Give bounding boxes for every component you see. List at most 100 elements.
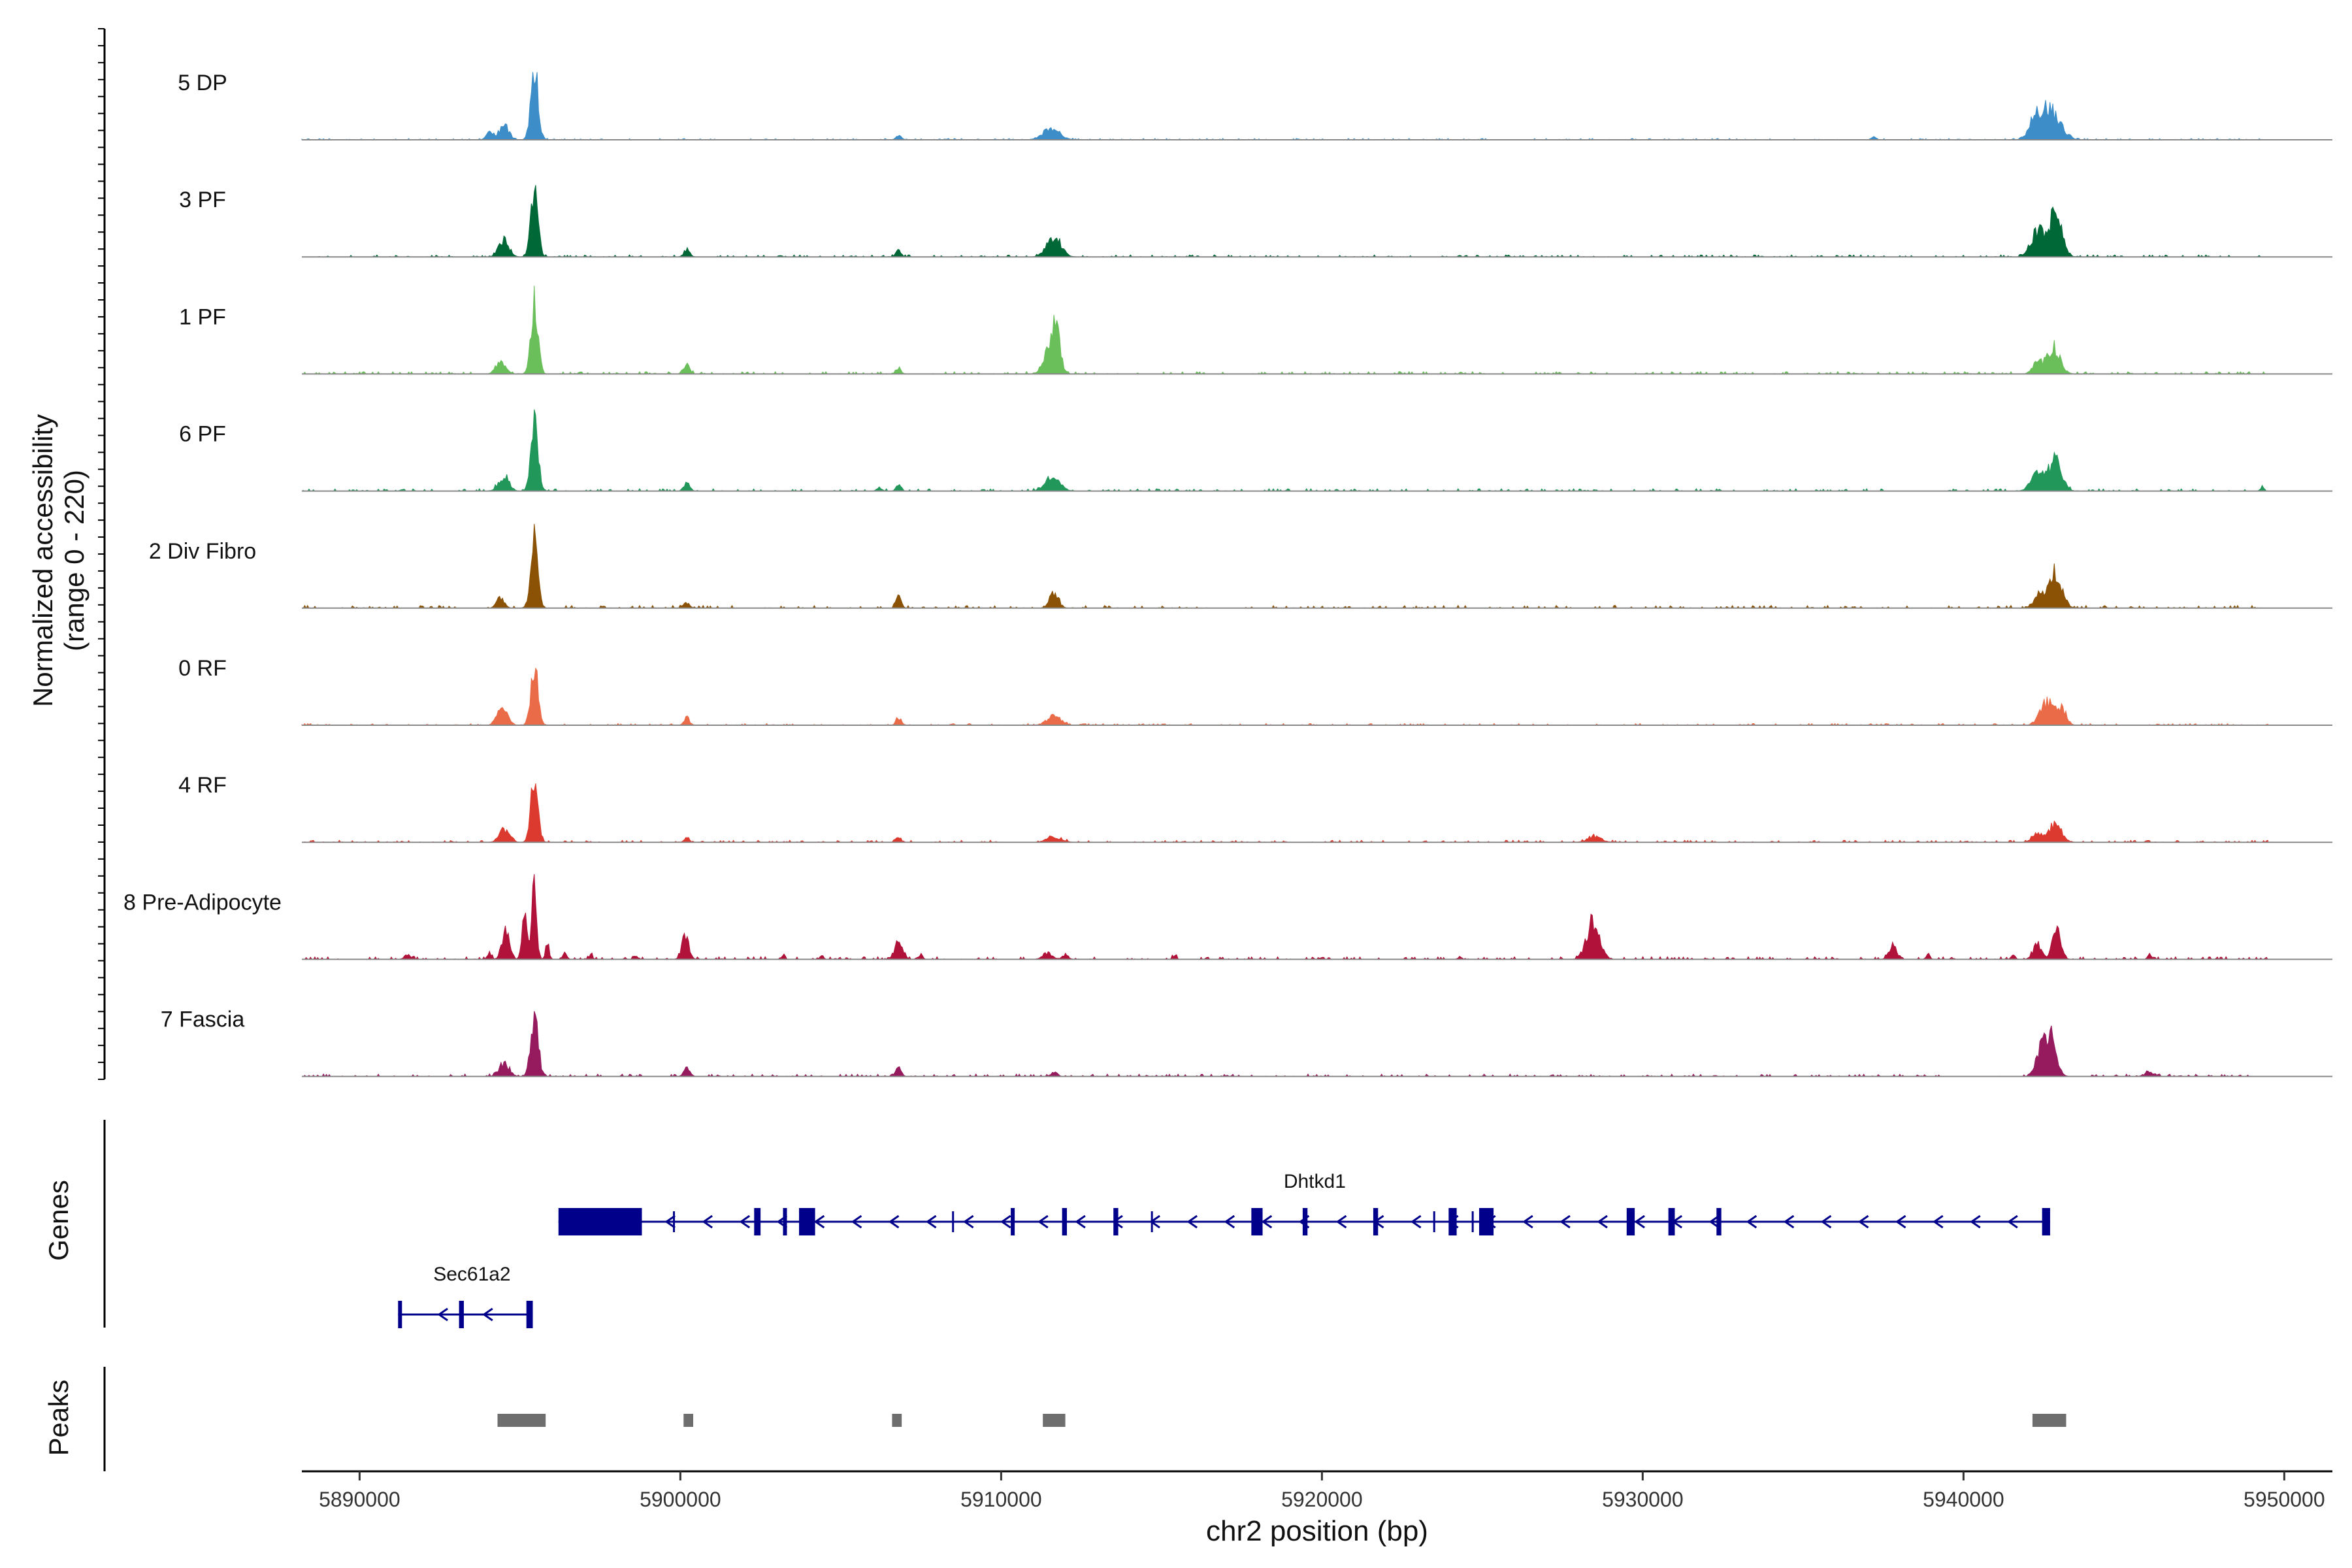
strand-arrow xyxy=(1037,1215,1049,1229)
strand-arrow xyxy=(1895,1215,1906,1229)
strand-arrow xyxy=(1522,1215,1533,1229)
strand-arrow xyxy=(851,1215,862,1229)
y-axis-title-line2: (range 0 - 220) xyxy=(59,470,90,651)
coverage-tracks: 5 DP 3 PF 1 PF 6 PF 2 Div Fibro 0 RF 4 RF 8 Pre… xyxy=(123,71,2332,1077)
y-axis-title-line1: Normalized accessibility xyxy=(27,414,58,707)
coverage-area xyxy=(302,874,2268,960)
strand-arrow xyxy=(1970,1215,1981,1229)
axes-layer: 5890000 5900000 5910000 5920000 5930000 59400… xyxy=(98,28,2332,1511)
strand-arrow xyxy=(1224,1215,1235,1229)
gene-exon xyxy=(1302,1208,1308,1235)
track-6-pf: 6 PF xyxy=(179,409,2332,492)
strand-arrow xyxy=(1261,1215,1273,1229)
track-label: 0 RF xyxy=(178,656,227,681)
gene-name-label: Sec61a2 xyxy=(433,1264,510,1285)
strand-arrow xyxy=(1708,1215,1720,1229)
track-label: 5 DP xyxy=(178,71,227,95)
coverage-area xyxy=(302,286,2268,375)
x-axis-title: chr2 position (bp) xyxy=(1206,1515,1428,1547)
coverage-area xyxy=(302,1011,2268,1077)
strand-arrow xyxy=(1000,1215,1011,1229)
track-2-div-fibro: 2 Div Fibro xyxy=(149,523,2332,609)
track-label: 6 PF xyxy=(179,422,226,447)
x-tick-label: 5950000 xyxy=(2244,1488,2325,1511)
strand-arrow xyxy=(1634,1215,1645,1229)
gene-exon xyxy=(1668,1208,1675,1235)
track-label: 1 PF xyxy=(179,304,226,329)
strand-arrow xyxy=(1560,1215,1571,1229)
track-4-rf: 4 RF xyxy=(178,773,2332,843)
strand-arrow xyxy=(702,1215,713,1229)
coverage-area xyxy=(302,783,2269,843)
track-label: 2 Div Fibro xyxy=(149,539,256,564)
gene-exon xyxy=(754,1208,761,1235)
x-tick-label: 5890000 xyxy=(319,1488,400,1511)
peak-region xyxy=(1043,1414,1066,1427)
gene-dhtkd1: Dhtkd1 xyxy=(558,1171,2050,1235)
strand-arrow xyxy=(813,1215,825,1229)
coverage-area xyxy=(301,72,2268,140)
gene-exon xyxy=(1373,1208,1379,1235)
peaks-track-label: Peaks xyxy=(43,1380,74,1456)
strand-arrow xyxy=(739,1215,751,1229)
gene-sec61a2: Sec61a2 xyxy=(398,1264,533,1328)
coverage-area xyxy=(301,667,2269,726)
gene-utr-block xyxy=(558,1208,642,1235)
gene-name-label: Dhtkd1 xyxy=(1284,1171,1346,1192)
strand-arrow xyxy=(963,1215,974,1229)
strand-arrow xyxy=(1075,1215,1086,1229)
x-tick-label: 5930000 xyxy=(1602,1488,1684,1511)
strand-arrow xyxy=(1820,1215,1832,1229)
track-label: 8 Pre-Adipocyte xyxy=(123,890,282,915)
strand-arrow xyxy=(925,1215,937,1229)
x-tick-label: 5920000 xyxy=(1281,1488,1363,1511)
track-8-pre-adipocyte: 8 Pre-Adipocyte xyxy=(123,874,2332,960)
strand-arrow xyxy=(2007,1215,2018,1229)
strand-arrow xyxy=(1335,1215,1347,1229)
coverage-area xyxy=(301,409,2268,492)
strand-arrow xyxy=(437,1307,448,1322)
strand-arrow xyxy=(1933,1215,1944,1229)
strand-arrow xyxy=(888,1215,900,1229)
strand-arrow xyxy=(482,1307,493,1322)
strand-arrow xyxy=(1597,1215,1608,1229)
genes-track-label: Genes xyxy=(43,1180,74,1261)
strand-arrow xyxy=(1746,1215,1757,1229)
coverage-area xyxy=(302,523,2268,609)
gene-exon xyxy=(1062,1208,1068,1235)
peaks-track xyxy=(497,1414,2066,1427)
gene-exon xyxy=(783,1208,787,1235)
gene-exon xyxy=(1011,1208,1015,1235)
x-tick-label: 5900000 xyxy=(640,1488,721,1511)
gene-exon xyxy=(1251,1208,1263,1235)
track-0-rf: 0 RF xyxy=(178,656,2332,726)
track-3-pf: 3 PF xyxy=(179,185,2332,258)
genes-track: Dhtkd1 Sec61a2 xyxy=(398,1171,2050,1328)
peak-region xyxy=(683,1414,694,1427)
track-label: 3 PF xyxy=(179,188,226,212)
track-label: 7 Fascia xyxy=(161,1007,245,1032)
gene-exon xyxy=(1113,1208,1119,1235)
track-label: 4 RF xyxy=(178,773,227,798)
gene-exon xyxy=(526,1301,533,1328)
track-7-fascia: 7 Fascia xyxy=(161,1007,2332,1077)
track-1-pf: 1 PF xyxy=(179,286,2332,375)
peak-region xyxy=(892,1414,902,1427)
gene-exon xyxy=(1626,1208,1635,1235)
strand-arrow xyxy=(1410,1215,1422,1229)
strand-arrow xyxy=(1857,1215,1869,1229)
gene-exon xyxy=(459,1301,464,1328)
x-tick-label: 5940000 xyxy=(1923,1488,2004,1511)
track-5-dp: 5 DP xyxy=(178,71,2332,140)
strand-arrow xyxy=(1186,1215,1198,1229)
peak-region xyxy=(497,1414,546,1427)
gene-exon xyxy=(1716,1208,1722,1235)
strand-arrow xyxy=(664,1215,676,1229)
gene-exon xyxy=(1478,1208,1494,1235)
gene-exon xyxy=(1448,1208,1457,1235)
gene-exon xyxy=(2042,1208,2050,1235)
gene-exon xyxy=(398,1301,402,1328)
strand-arrow xyxy=(1783,1215,1795,1229)
x-tick-label: 5910000 xyxy=(960,1488,1042,1511)
